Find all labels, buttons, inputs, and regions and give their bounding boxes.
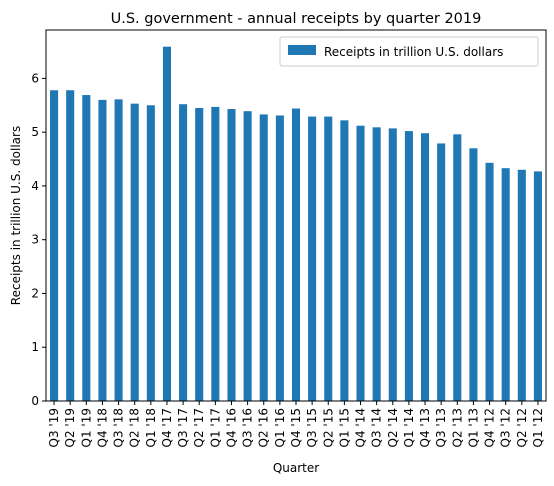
bar (340, 120, 349, 401)
bar (517, 169, 526, 401)
bar (437, 143, 446, 401)
x-tick-label: Q1 '17 (208, 408, 222, 447)
x-tick-label: Q2 '12 (515, 408, 529, 447)
plot-frame (45, 29, 547, 402)
legend-swatch (288, 45, 316, 55)
x-tick-label: Q1 '16 (273, 408, 287, 447)
bar (98, 99, 107, 401)
bar (533, 171, 542, 401)
x-tick-label: Q3 '15 (305, 408, 319, 447)
bar (259, 114, 268, 401)
x-tick-label: Q4 '16 (224, 408, 238, 447)
x-tick-label: Q3 '14 (370, 408, 384, 447)
bar (50, 90, 59, 402)
bar (114, 99, 123, 401)
bar (291, 108, 301, 401)
bar (211, 106, 220, 402)
x-tick-label: Q2 '18 (128, 408, 142, 447)
x-tick-label: Q1 '14 (402, 408, 416, 447)
x-tick-label: Q4 '14 (354, 408, 368, 447)
y-axis-label: Receipts in trillion U.S. dollars (9, 126, 23, 305)
x-tick-label: Q4 '18 (95, 408, 109, 447)
y-tick-label: 4 (31, 179, 39, 193)
bar (275, 115, 284, 401)
x-tick-label: Q1 '18 (144, 408, 158, 447)
legend-label: Receipts in trillion U.S. dollars (324, 45, 503, 59)
bar (308, 116, 317, 402)
legend-box (279, 36, 539, 67)
x-tick-label: Q3 '18 (112, 408, 126, 447)
bar (130, 103, 139, 401)
x-tick-label: Q2 '19 (63, 408, 77, 447)
x-tick-label: Q4 '12 (483, 408, 497, 447)
bar (469, 148, 478, 401)
x-tick-label: Q1 '13 (466, 408, 480, 447)
y-tick-label: 2 (31, 286, 39, 300)
bar (421, 133, 430, 401)
x-tick-label: Q2 '17 (192, 408, 206, 447)
bar (66, 90, 75, 402)
bar (82, 95, 91, 401)
x-tick-label: Q1 '12 (531, 408, 545, 447)
bar (372, 127, 381, 402)
y-tick-label: 1 (31, 340, 39, 354)
y-tick-label: 5 (31, 125, 39, 139)
x-tick-label: Q1 '15 (337, 408, 351, 447)
bar (243, 111, 252, 402)
bar (146, 105, 155, 401)
x-tick-label: Q2 '13 (450, 408, 464, 447)
bars (50, 46, 542, 402)
bar (179, 104, 188, 401)
bar (404, 131, 413, 402)
y-tick-label: 6 (31, 71, 39, 85)
bar (195, 107, 204, 401)
x-tick-label: Q4 '13 (418, 408, 432, 447)
x-tick-label: Q3 '17 (176, 408, 190, 447)
x-tick-label: Q2 '14 (386, 408, 400, 447)
bar (162, 46, 171, 401)
x-tick-label: Q3 '19 (47, 408, 61, 447)
x-tick-label: Q3 '16 (241, 408, 255, 447)
x-tick-label: Q2 '15 (321, 408, 335, 447)
bar (485, 162, 494, 401)
x-tick-label: Q4 '15 (289, 408, 303, 447)
bar (227, 109, 236, 402)
x-tick-label: Q1 '19 (79, 408, 93, 447)
y-tick-label: 3 (31, 233, 39, 247)
legend: Receipts in trillion U.S. dollars (279, 36, 539, 67)
x-tick-label: Q3 '13 (434, 408, 448, 447)
x-tick-label: Q2 '16 (257, 408, 271, 447)
bar (324, 116, 333, 402)
x-tick-label: Q4 '17 (160, 408, 174, 447)
x-tick-label: Q3 '12 (499, 408, 513, 447)
bar (388, 128, 397, 402)
y-tick-label: 0 (31, 394, 39, 408)
chart-title: U.S. government - annual receipts by qua… (111, 11, 482, 27)
bar (501, 168, 510, 401)
x-axis-label: Quarter (273, 461, 319, 475)
bar (356, 125, 365, 401)
bar (453, 134, 462, 401)
